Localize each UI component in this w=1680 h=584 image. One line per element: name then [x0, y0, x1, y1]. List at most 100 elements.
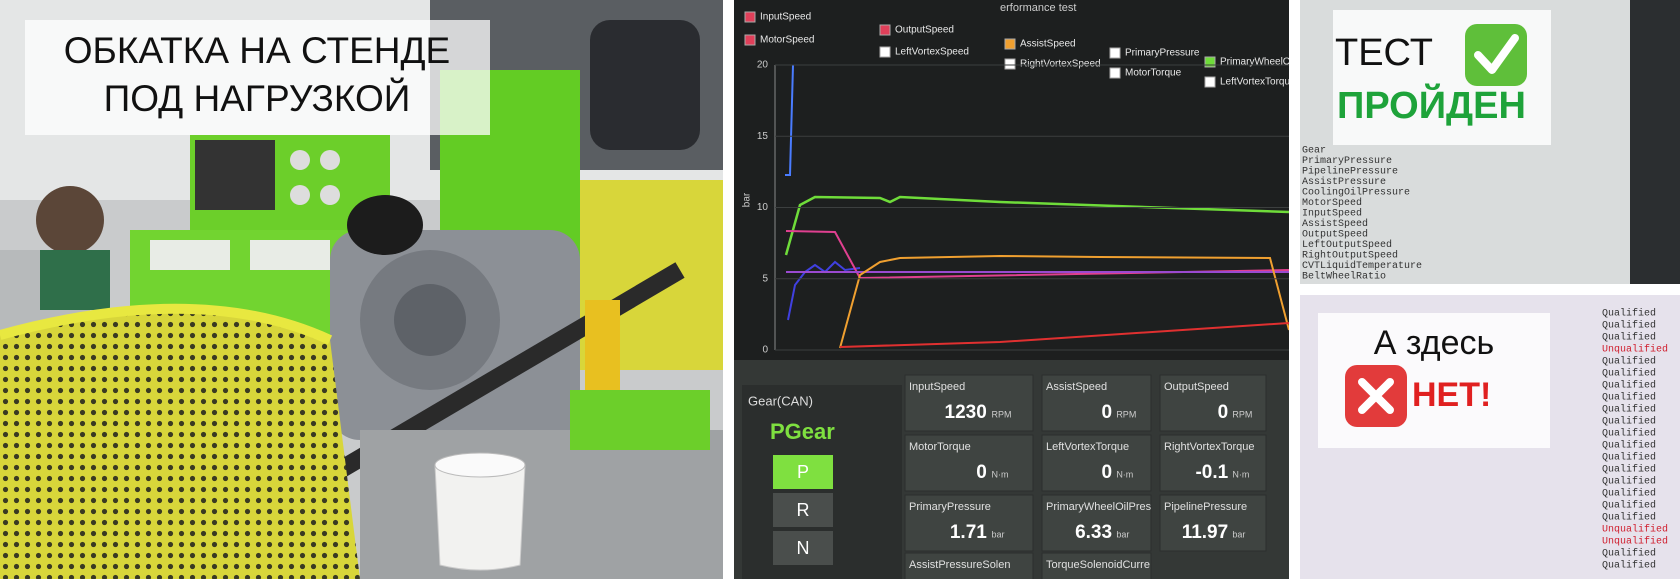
cell-label: LeftVortexTorque	[1046, 441, 1129, 453]
legend-label: InputSpeed	[760, 12, 811, 23]
right-bottom-photo: QualifiedQualifiedQualifiedUnqualifiedQu…	[1300, 295, 1680, 579]
status: Unqualified	[1602, 524, 1668, 536]
cell-unit: bar	[1232, 529, 1245, 539]
legend-label: AssistSpeed	[1020, 39, 1076, 50]
gear-value: PGear	[770, 419, 835, 444]
status: Qualified	[1602, 308, 1656, 320]
cell-label: PrimaryWheelOilPres	[1046, 501, 1152, 513]
cell	[1159, 434, 1267, 492]
cell	[1041, 494, 1152, 552]
table-row: CVTLiquidTemperature	[1302, 260, 1422, 272]
caption-line: ПРОЙДЕН	[1337, 82, 1526, 127]
right-top-photo: GearPrimaryPressurePipelinePressureAssis…	[1300, 0, 1680, 284]
cell-value: 0	[1101, 402, 1112, 423]
cell-value: 1.71	[950, 522, 987, 543]
y-tick-label: 0	[762, 345, 768, 356]
status: Unqualified	[1602, 536, 1668, 548]
legend-label: RightVortexSpeed	[1020, 59, 1101, 70]
plot-line	[785, 64, 794, 176]
plot-line	[785, 230, 1289, 280]
cell-unit: RPM	[991, 409, 1011, 419]
gear-button	[773, 455, 833, 489]
cell-value: 11.97	[1182, 522, 1229, 543]
table-row: BeltWheelRatio	[1302, 271, 1386, 283]
cell	[1159, 374, 1267, 432]
screen-title: erformance test	[1000, 2, 1076, 14]
plot-line	[839, 322, 1289, 348]
table-row: OutputSpeed	[1302, 229, 1368, 241]
cell	[904, 374, 1034, 432]
cell-unit: N·m	[1232, 469, 1249, 479]
table-row: Gear	[1302, 146, 1326, 157]
legend-label: LeftVortexSpeed	[895, 47, 969, 58]
status: Qualified	[1602, 428, 1656, 440]
table-row: InputSpeed	[1302, 208, 1362, 220]
status: Qualified	[1602, 404, 1656, 416]
status: Qualified	[1602, 488, 1656, 500]
table-row: RightOutputSpeed	[1302, 250, 1398, 262]
cell	[1041, 552, 1152, 579]
status: Qualified	[1602, 332, 1656, 344]
middle-photo: erformance test InputSpeed MotorSpeed Outp…	[734, 0, 1289, 579]
table-row: PrimaryPressure	[1302, 155, 1392, 167]
caption-line: НЕТ!	[1412, 376, 1491, 414]
legend-checkbox	[1204, 76, 1216, 88]
plot: 0 5 10 15 20	[757, 60, 1289, 356]
status: Qualified	[1602, 548, 1656, 560]
cell-unit: N·m	[991, 469, 1008, 479]
caption-line: ТЕСТ	[1335, 32, 1433, 74]
table-row: AssistSpeed	[1302, 218, 1368, 230]
cell-value: -0.1	[1195, 462, 1228, 483]
status: Unqualified	[1602, 344, 1668, 356]
cell-label: RightVortexTorque	[1164, 441, 1255, 453]
status: Qualified	[1602, 392, 1656, 404]
cell-label: PipelinePressure	[1164, 501, 1247, 513]
cell-unit: RPM	[1232, 409, 1252, 419]
status: Qualified	[1602, 452, 1656, 464]
legend-label: OutputSpeed	[895, 25, 954, 36]
table-row: CoolingOilPressure	[1302, 187, 1410, 199]
plot-line	[787, 260, 861, 321]
plot-line	[784, 195, 1289, 256]
cell-value: 1230	[945, 402, 987, 423]
status: Qualified	[1602, 500, 1656, 512]
cell-label: TorqueSolenoidCurre	[1046, 559, 1150, 571]
legend-checkbox	[1204, 56, 1216, 68]
status: Qualified	[1602, 512, 1656, 524]
gear-button	[773, 531, 833, 565]
status: Qualified	[1602, 368, 1656, 380]
caption-line: ОБКАТКА НА СТЕНДЕ	[64, 30, 450, 71]
cell-label: PrimaryPressure	[909, 501, 991, 513]
y-tick-label: 10	[757, 202, 769, 213]
gear-button-label: P	[797, 462, 809, 482]
parameter-table: GearPrimaryPressurePipelinePressureAssis…	[1302, 146, 1422, 283]
legend-checkbox	[879, 24, 891, 36]
cell-unit: N·m	[1116, 469, 1133, 479]
status: Qualified	[1602, 464, 1656, 476]
cell	[904, 434, 1034, 492]
cell-unit: RPM	[1116, 409, 1136, 419]
cell-value: 0	[976, 462, 987, 483]
legend-checkbox	[744, 34, 756, 46]
status: Qualified	[1602, 416, 1656, 428]
axis-label: bar	[742, 192, 753, 207]
cell	[904, 552, 1034, 579]
status: Qualified	[1602, 560, 1656, 572]
legend-checkbox	[744, 11, 756, 23]
check-mark	[1474, 34, 1519, 74]
legend-checkbox	[1109, 67, 1121, 79]
cell-label: OutputSpeed	[1164, 381, 1229, 393]
cell-label: AssistSpeed	[1046, 381, 1107, 393]
table-row: MotorSpeed	[1302, 197, 1362, 209]
status: Qualified	[1602, 356, 1656, 368]
cell-label: AssistPressureSolen	[909, 559, 1011, 571]
left-photo: ОБКАТКА НА СТЕНДЕ ПОД НАГРУЗКОЙ	[0, 0, 723, 579]
legend-label: MotorTorque	[1125, 68, 1182, 79]
status: Qualified	[1602, 320, 1656, 332]
cell-label: MotorTorque	[909, 441, 971, 453]
cell-value: 0	[1218, 402, 1229, 423]
y-tick-label: 5	[762, 273, 768, 284]
y-tick-label: 15	[757, 131, 769, 142]
